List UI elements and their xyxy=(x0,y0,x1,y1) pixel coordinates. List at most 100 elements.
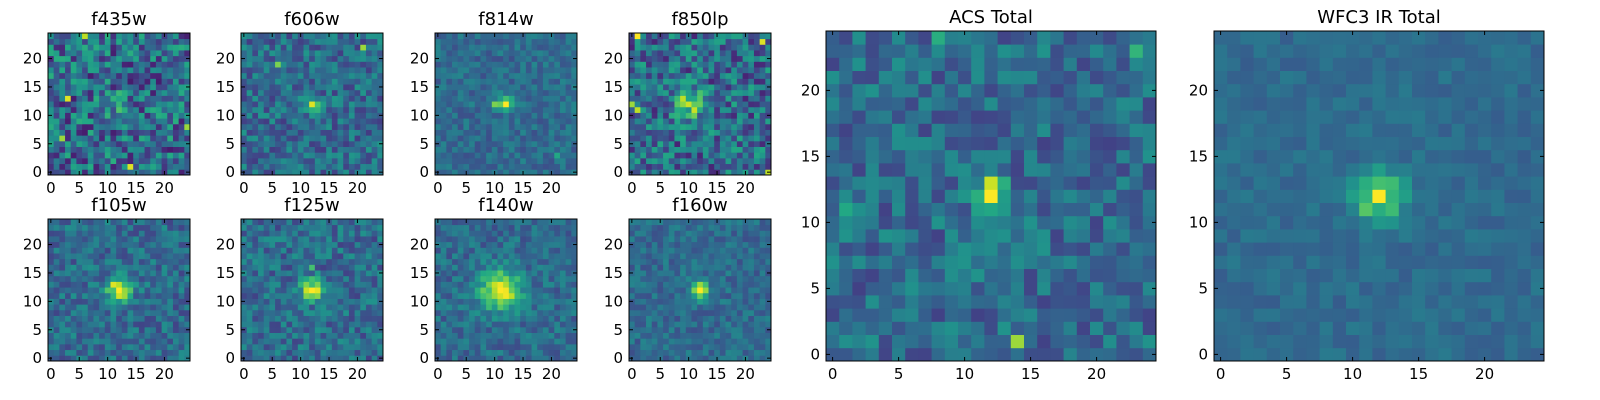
heatmap-cell xyxy=(714,129,721,136)
heatmap-cell xyxy=(685,135,692,142)
heatmap-cell xyxy=(99,230,106,237)
heatmap-cell xyxy=(525,315,532,322)
heatmap-cell xyxy=(127,321,134,328)
heatmap-cell xyxy=(542,152,549,159)
heatmap-cell xyxy=(365,101,373,108)
heatmap-cell xyxy=(326,101,333,108)
heatmap-cell xyxy=(348,44,355,51)
heatmap-cell xyxy=(258,50,265,57)
heatmap-cell xyxy=(110,264,117,271)
heatmap-cell xyxy=(110,309,117,316)
heatmap-cell xyxy=(303,95,310,102)
heatmap-cell xyxy=(753,84,761,91)
heatmap-cell xyxy=(82,349,89,356)
heatmap-cell xyxy=(634,78,641,85)
heatmap-cell xyxy=(59,95,66,102)
heatmap-cell xyxy=(878,123,893,137)
heatmap-cell xyxy=(161,101,168,108)
heatmap-cell xyxy=(269,349,276,356)
heatmap-cell xyxy=(354,135,361,142)
heatmap-cell xyxy=(87,241,94,248)
heatmap-cell xyxy=(435,101,442,108)
heatmap-cell xyxy=(280,298,287,305)
heatmap-cell xyxy=(497,163,504,170)
heatmap-cell xyxy=(320,163,327,170)
heatmap-cell xyxy=(121,140,128,147)
heatmap-cell xyxy=(65,135,72,142)
heatmap-cell xyxy=(292,304,299,311)
heatmap-cell xyxy=(931,70,946,85)
heatmap-cell xyxy=(674,84,681,91)
heatmap-cell xyxy=(326,332,333,339)
heatmap-cell xyxy=(297,321,304,328)
heatmap-cell xyxy=(116,135,123,142)
heatmap-cell xyxy=(651,55,658,62)
heatmap-cell xyxy=(680,61,687,68)
heatmap-cell xyxy=(736,146,743,153)
heatmap-cell xyxy=(571,72,578,79)
heatmap-cell xyxy=(452,118,459,125)
heatmap-cell xyxy=(365,157,373,165)
heatmap-cell xyxy=(826,163,840,177)
heatmap-cell xyxy=(365,236,373,243)
heatmap-cell xyxy=(275,315,282,322)
heatmap-cell xyxy=(571,157,578,165)
heatmap-cell xyxy=(1037,295,1051,309)
heatmap-cell xyxy=(82,236,89,243)
heatmap-cell xyxy=(127,146,134,153)
heatmap-cell xyxy=(292,326,299,333)
heatmap-cell xyxy=(714,123,721,130)
heatmap-cell xyxy=(984,334,998,349)
heatmap-cell xyxy=(440,270,447,277)
heatmap-cell xyxy=(133,78,140,85)
heatmap-cell xyxy=(486,135,493,142)
heatmap-cell xyxy=(326,55,333,62)
heatmap-cell xyxy=(685,84,692,91)
heatmap-cell xyxy=(514,140,521,147)
heatmap-cell xyxy=(93,61,100,68)
heatmap-cell xyxy=(161,163,168,170)
heatmap-cell xyxy=(371,270,378,277)
heatmap-cell xyxy=(303,72,310,79)
heatmap-cell xyxy=(634,61,641,68)
heatmap-cell xyxy=(155,118,162,125)
heatmap-cell xyxy=(457,332,464,339)
heatmap-cell xyxy=(508,89,515,96)
heatmap-cell xyxy=(691,55,698,62)
heatmap-cell xyxy=(155,101,162,108)
heatmap-cell xyxy=(161,84,168,91)
heatmap-cell xyxy=(435,349,442,356)
heatmap-cell xyxy=(971,110,985,124)
heatmap-cell xyxy=(258,287,265,294)
heatmap-cell xyxy=(469,89,476,96)
heatmap-cell xyxy=(1090,255,1104,269)
heatmap-cell xyxy=(178,55,185,62)
heatmap-cell xyxy=(144,61,151,68)
heatmap-cell xyxy=(144,355,151,362)
heatmap-cell xyxy=(634,95,641,102)
heatmap-cell xyxy=(503,326,510,333)
heatmap-cell xyxy=(629,72,636,79)
heatmap-cell xyxy=(668,118,675,125)
heatmap-cell xyxy=(371,72,378,79)
heatmap-cell xyxy=(93,163,100,170)
heatmap-cell xyxy=(110,349,117,356)
heatmap-cell xyxy=(565,38,572,45)
heatmap-cell xyxy=(892,97,906,111)
heatmap-cell xyxy=(104,157,111,165)
heatmap-cell xyxy=(178,157,185,165)
heatmap-cell xyxy=(865,281,880,296)
axes-frame xyxy=(47,218,191,362)
heatmap-cell xyxy=(167,78,174,85)
heatmap-cell xyxy=(457,298,464,305)
heatmap-cell xyxy=(314,241,321,248)
heatmap-cell xyxy=(246,89,253,96)
heatmap-cell xyxy=(269,298,276,305)
axes-frame xyxy=(240,218,384,362)
heatmap-cell xyxy=(826,229,840,243)
heatmap-cell xyxy=(48,95,55,102)
heatmap-cell xyxy=(331,241,338,248)
heatmap-cell xyxy=(892,268,906,283)
heatmap-cell xyxy=(48,123,55,130)
heatmap-cell xyxy=(155,135,162,142)
